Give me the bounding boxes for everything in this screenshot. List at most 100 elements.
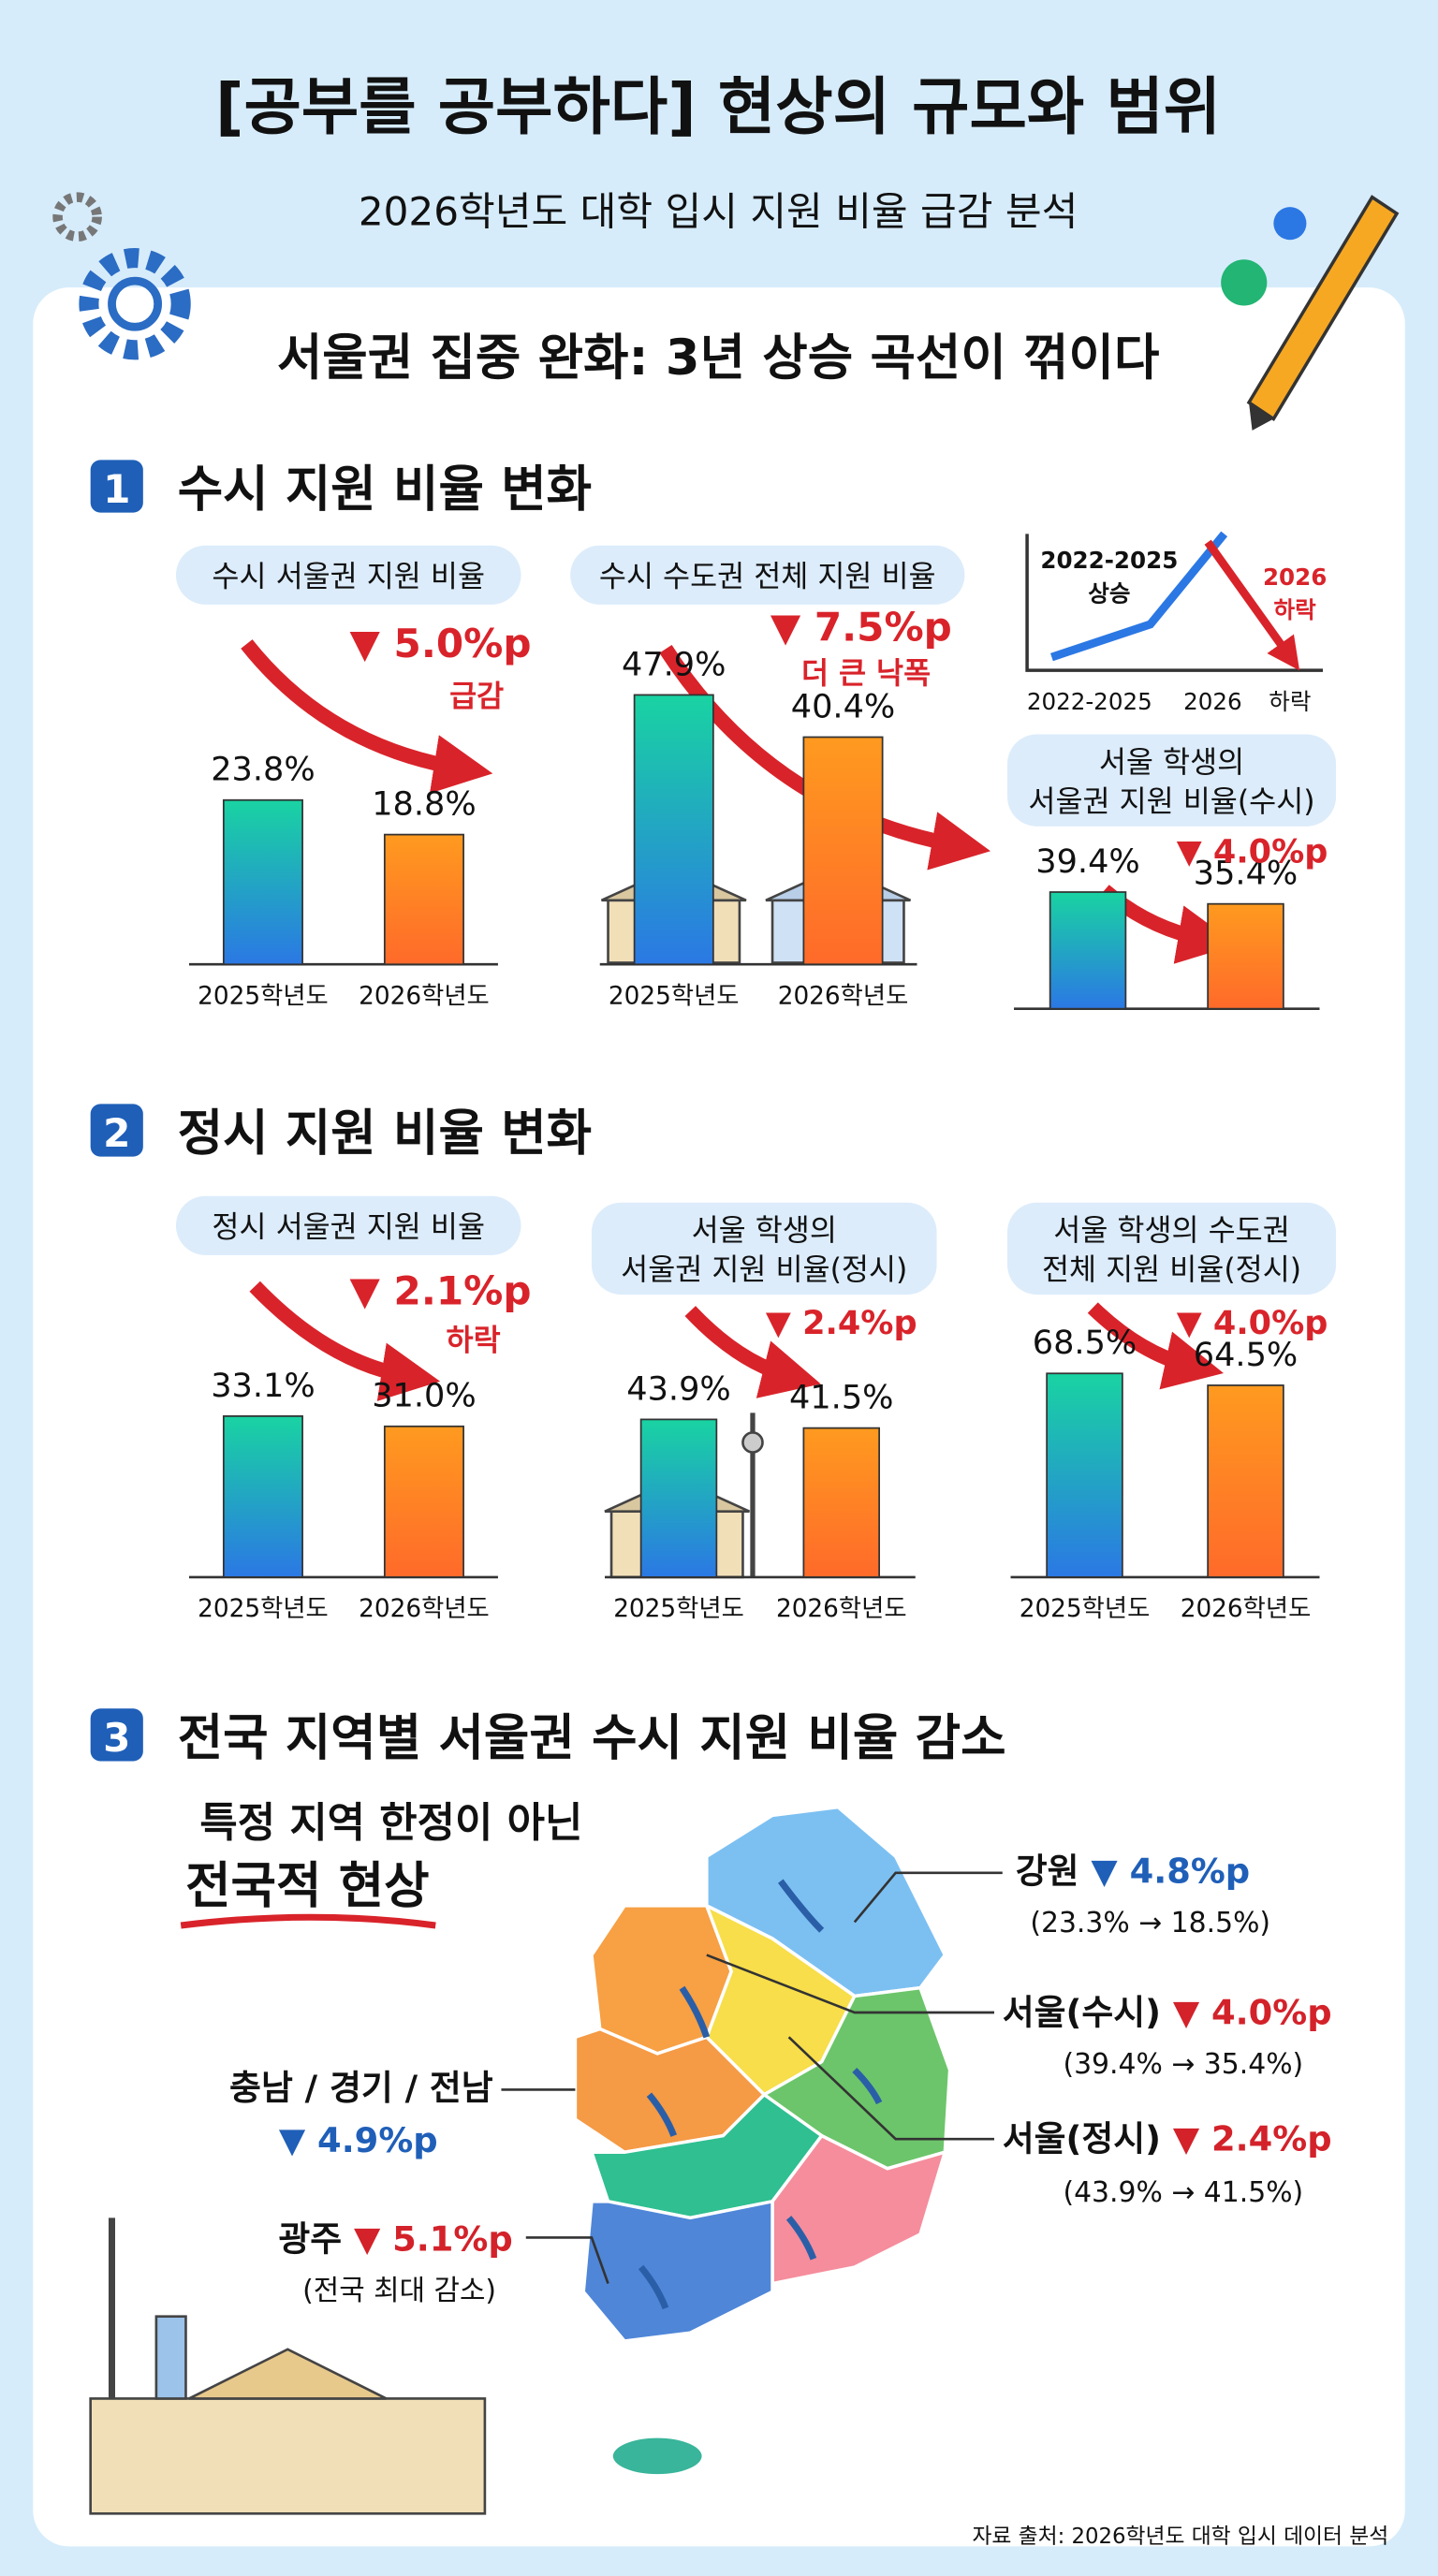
pencil bbox=[1221, 195, 1400, 431]
trend-fall-label: 2026 bbox=[1263, 564, 1327, 591]
x-tick-label: 2026학년도 bbox=[778, 982, 909, 1010]
trend-arrow bbox=[241, 639, 493, 794]
bar bbox=[222, 798, 303, 966]
annotation: ▼ 2.4%p bbox=[766, 1304, 917, 1342]
bar bbox=[222, 1415, 303, 1578]
section-title: 정시 지원 비율 변화 bbox=[178, 1105, 592, 1163]
trend-arrow bbox=[684, 1306, 821, 1398]
subtitle: 2026학년도 대학 입시 지원 비율 급감 분석 bbox=[359, 188, 1078, 234]
annotation-note: 급감 bbox=[449, 681, 504, 714]
section-badge bbox=[90, 460, 143, 513]
trend-arrow bbox=[1087, 1302, 1224, 1390]
title: [공부를 공부하다] 현상의 규모와 범위 bbox=[215, 70, 1221, 143]
value-label: 41.5% bbox=[789, 1379, 893, 1417]
region-name: 서울(정시) bbox=[1003, 2118, 1161, 2159]
region-name: 광주 bbox=[278, 2218, 342, 2259]
section-number: 3 bbox=[103, 1715, 130, 1761]
region-label: 광주 ▼ 5.1%p bbox=[278, 2218, 512, 2259]
map-headline: 특정 지역 한정이 아닌 bbox=[199, 1799, 582, 1847]
value-label: 18.8% bbox=[372, 785, 476, 824]
x-tick-label: 2025학년도 bbox=[609, 982, 740, 1010]
region-change: ▼ 2.4%p bbox=[1173, 2118, 1332, 2159]
bar bbox=[1207, 902, 1284, 1010]
map-headline-emphasis: 전국적 현상 bbox=[185, 1857, 429, 1914]
bar bbox=[383, 1425, 464, 1578]
chart-title-pill bbox=[570, 545, 965, 605]
value-label: 23.8% bbox=[211, 751, 315, 789]
annotation: ▼ 4.0%p bbox=[1177, 1304, 1328, 1342]
trend-arrow bbox=[659, 644, 991, 871]
region-change: ▼ 4.8%p bbox=[1091, 1851, 1250, 1891]
chart-title-pill bbox=[1007, 1202, 1337, 1295]
bar bbox=[802, 1427, 880, 1578]
region-change: ▼ 4.9%p bbox=[279, 2120, 438, 2160]
region-label: 서울(정시) ▼ 2.4%p bbox=[1003, 2118, 1332, 2159]
chart-title: 수시 서울권 지원 비율 bbox=[212, 561, 485, 594]
headline: 서울권 집중 완화: 3년 상승 곡선이 꺾이다 bbox=[277, 329, 1160, 387]
value-label: 39.4% bbox=[1035, 842, 1139, 881]
value-label: 43.9% bbox=[626, 1369, 730, 1408]
annotation-note: 더 큰 낙폭 bbox=[801, 657, 931, 691]
x-tick-label: 2025학년도 bbox=[198, 1595, 329, 1623]
trend-arrow bbox=[249, 1281, 441, 1401]
chart-title-pill bbox=[591, 1202, 937, 1295]
bar bbox=[633, 694, 714, 966]
region-detail: (39.4% → 35.4%) bbox=[1063, 2048, 1303, 2081]
annotation: ▼ 4.0%p bbox=[1177, 832, 1328, 871]
gear bbox=[52, 192, 191, 360]
value-label: 47.9% bbox=[622, 645, 726, 683]
region-name: 충남 / 경기 / 전남 bbox=[229, 2068, 493, 2108]
x-tick-label: 2025학년도 bbox=[1020, 1595, 1151, 1623]
bar bbox=[1049, 891, 1127, 1010]
bar bbox=[383, 833, 464, 966]
x-tick-label: 2025학년도 bbox=[198, 982, 329, 1010]
bar bbox=[1207, 1384, 1284, 1578]
trend-rise-label: 상승 bbox=[1088, 579, 1130, 607]
section-title: 전국 지역별 서울권 수시 지원 비율 감소 bbox=[178, 1709, 1006, 1766]
value-label: 68.5% bbox=[1033, 1324, 1137, 1362]
section-title: 수시 지원 비율 변화 bbox=[178, 461, 592, 519]
section-badge bbox=[90, 1708, 143, 1762]
chart-title: 서울권 지원 비율(정시) bbox=[621, 1253, 907, 1287]
chart-title: 수시 수도권 전체 지원 비율 bbox=[599, 561, 936, 594]
underline bbox=[180, 1913, 436, 1929]
bar bbox=[802, 736, 884, 966]
value-label: 40.4% bbox=[791, 687, 895, 725]
region-name: 강원 bbox=[1016, 1851, 1079, 1891]
annotation: ▼ 5.0%p bbox=[350, 621, 532, 666]
chart-title-pill bbox=[175, 545, 521, 605]
x-tick-label: 2026학년도 bbox=[1181, 1595, 1312, 1623]
chart-title: 서울 학생의 수도권 bbox=[1053, 1214, 1289, 1248]
x-tick-label: 2026학년도 bbox=[359, 982, 490, 1010]
region-change: ▼ 4.0%p bbox=[1173, 1992, 1332, 2032]
chart-title-pill bbox=[175, 1195, 521, 1255]
x-tick-label: 2025학년도 bbox=[613, 1595, 744, 1623]
region-name: 서울(수시) bbox=[1003, 1992, 1161, 2032]
region-label: 강원 ▼ 4.8%p bbox=[1016, 1851, 1250, 1891]
trend-x-label: 2022-2025 bbox=[1027, 688, 1152, 715]
chart-title: 서울 학생의 bbox=[1099, 746, 1244, 780]
chart-title: 전체 지원 비율(정시) bbox=[1042, 1253, 1301, 1287]
annotation: ▼ 2.1%p bbox=[350, 1268, 532, 1314]
korea-map bbox=[573, 1805, 952, 2478]
value-label: 31.0% bbox=[372, 1377, 476, 1415]
trend-chart-frame bbox=[1025, 531, 1323, 672]
landmark bbox=[89, 2217, 487, 2515]
x-tick-label: 2026학년도 bbox=[359, 1595, 490, 1623]
chart-title: 서울 학생의 bbox=[692, 1214, 837, 1248]
footer: 자료 출처: 2026학년도 대학 입시 데이터 분석 bbox=[972, 2525, 1388, 2549]
x-tick-label: 2026학년도 bbox=[776, 1595, 907, 1623]
trend-rise-label: 2022-2025 bbox=[1040, 547, 1178, 574]
section-number: 1 bbox=[103, 466, 130, 512]
chart-title-pill bbox=[1007, 734, 1337, 827]
annotation: ▼ 7.5%p bbox=[770, 604, 952, 650]
region-label: 서울(수시) ▼ 4.0%p bbox=[1003, 1992, 1332, 2032]
bar bbox=[639, 1418, 718, 1578]
region-detail: (전국 최대 감소) bbox=[302, 2275, 496, 2307]
value-label: 64.5% bbox=[1194, 1336, 1298, 1374]
region-detail: (43.9% → 41.5%) bbox=[1063, 2176, 1303, 2209]
trend-x-label: 2026 bbox=[1183, 688, 1242, 715]
value-label: 35.4% bbox=[1194, 855, 1298, 893]
